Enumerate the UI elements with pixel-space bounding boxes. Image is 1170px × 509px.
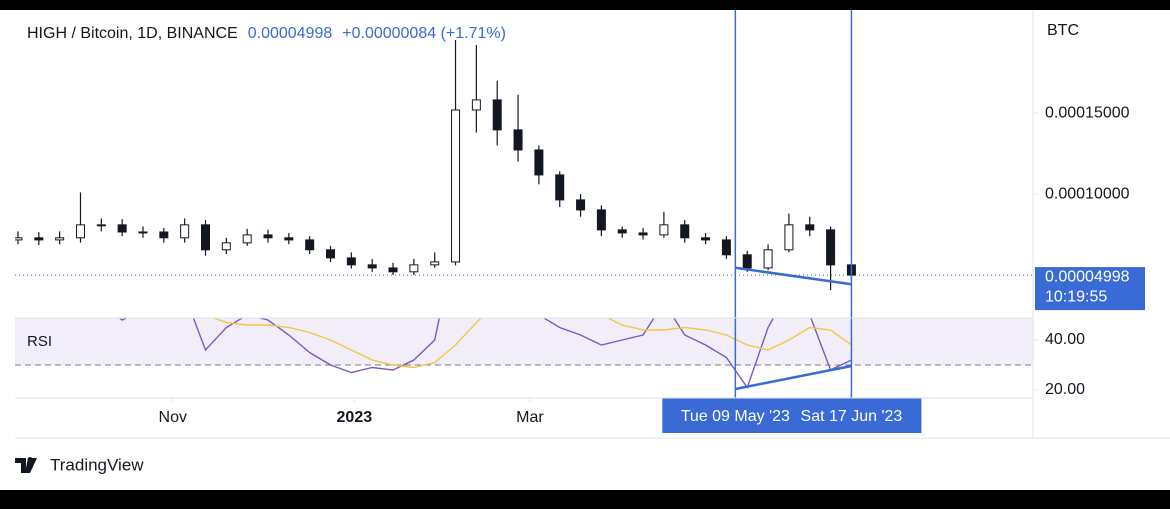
candle-body [75,224,85,239]
price-tag-countdown: 10:19:55 [1045,288,1107,305]
candle-body [576,199,586,211]
series-line [211,318,852,369]
candle-body [55,237,65,241]
candle-body [430,261,440,266]
candle-body [409,264,419,273]
divergence-line [735,364,852,391]
rsi-title: RSI [27,333,52,350]
x-tick-label: Nov [159,409,187,426]
candle-body [159,231,169,239]
candle-body [326,249,336,259]
candle-body [201,224,211,251]
candle-body [805,224,815,231]
candle-body [346,257,356,266]
candle-body [284,237,294,241]
rsi-pane [15,318,1033,390]
candle-body [180,224,190,239]
x-tick-label: Mar [516,409,544,426]
price-pane [15,39,1033,290]
header-value: 0.00004998 [248,25,333,42]
chart-title: HIGH / Bitcoin, 1D, BINANCE [27,25,238,42]
logo-text: TradingView [50,455,144,474]
price-tag [1035,267,1145,311]
candle-body [138,231,148,234]
logo-mark [15,457,37,473]
y-tick-label: 0.00015000 [1045,104,1130,121]
y-axis-label: BTC [1047,22,1079,39]
candle-body [263,234,273,239]
tradingview-logo: TradingView [15,455,144,474]
candle-body [34,237,44,241]
bottom-bar [0,490,1170,509]
candle-body [367,264,377,269]
price-tag-value: 0.00004998 [1045,268,1130,285]
candle-body [492,99,502,131]
candle-body [305,239,315,251]
rsi-band [15,318,1033,365]
y-tick-label: 20.00 [1045,381,1085,398]
divergence-line [735,266,852,286]
candle-body [701,237,711,241]
date-label: Sat 17 Jun '23 [801,408,903,425]
top-bar [0,0,1170,10]
header-change: +0.00000084 (+1.71%) [342,25,506,42]
candle-body [534,149,544,176]
background-layer [172,112,1038,402]
candle-body [763,249,773,269]
y-tick-label: 0.00010000 [1045,185,1130,202]
x-tick-label: 2023 [337,409,373,426]
candle-body [742,254,752,269]
candle-body [242,234,252,244]
y-tick-label: 40.00 [1045,331,1085,348]
series-line [118,318,852,390]
candle-body [513,129,523,151]
candle-body [617,229,627,234]
candle-body [221,242,231,251]
candle-body [826,229,836,266]
candle-body [555,174,565,201]
candle-body [638,232,648,236]
candle-body [471,99,481,111]
candle-body [96,224,106,227]
candle-body [388,267,398,273]
candle-body [596,209,606,231]
candle-body [784,224,794,251]
date-label: Tue 09 May '23 [681,408,790,425]
candle-body [680,224,690,239]
candle-body [659,224,669,236]
candle-body [721,239,731,256]
candle-body [117,224,127,233]
candle-body [15,237,23,241]
date-label-box [662,398,922,433]
candle-body [451,109,461,263]
chart-header: HIGH / Bitcoin, 1D, BINANCE 0.00004998 +0.… [27,25,506,42]
overlay-layer: 0.00010000 0.00015000 20.00 40.00 Nov 2023 Mar… [159,10,1145,433]
